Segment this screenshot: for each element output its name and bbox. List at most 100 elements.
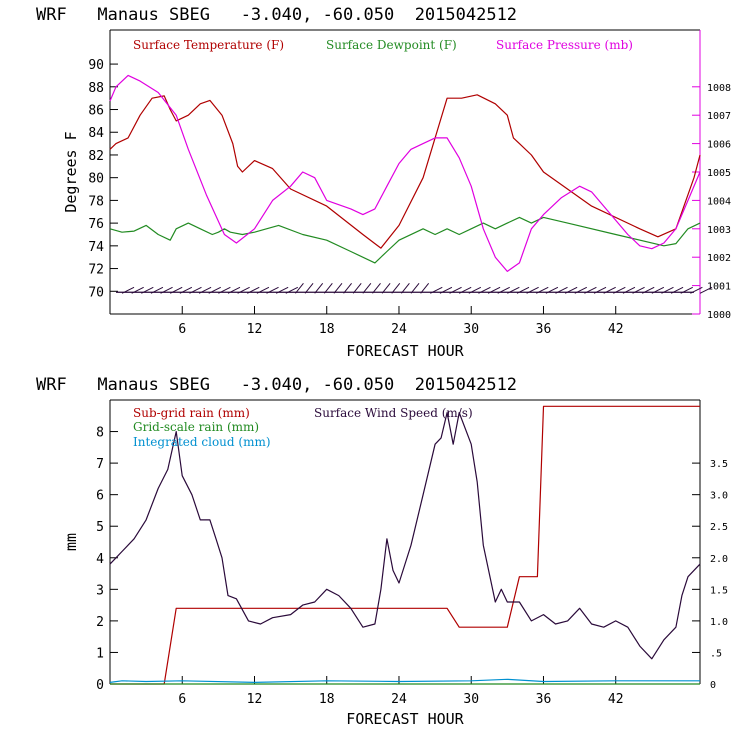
wind-barb bbox=[670, 286, 684, 294]
legend-surface-dewpoint: Surface Dewpoint (F) bbox=[326, 38, 457, 52]
wind-barb bbox=[285, 286, 299, 294]
right-y-tick-label: 1007 bbox=[707, 111, 731, 122]
wind-barb bbox=[189, 286, 202, 294]
wind-barb bbox=[372, 282, 381, 294]
bottom-chart-title: WRF Manaus SBEG -3.040, -60.050 20150425… bbox=[36, 375, 517, 395]
wind-barb bbox=[699, 286, 713, 294]
wind-barb bbox=[141, 286, 154, 294]
wind-barb bbox=[468, 286, 482, 294]
bottom-x-tick-label: 42 bbox=[608, 692, 624, 707]
right-y-tick-label: 1004 bbox=[707, 196, 731, 207]
top-y-tick-label: 70 bbox=[88, 285, 104, 300]
top-y-tick-label: 74 bbox=[88, 240, 104, 255]
wind-barb bbox=[179, 286, 193, 294]
bottom-axis-ticks: 6 12 18 24 30 36 420123456780.51.01.52.02.53.0… bbox=[96, 426, 728, 707]
top-x-tick-label: 30 bbox=[463, 322, 479, 337]
bottom-series-line-2 bbox=[109, 678, 700, 683]
wind-barb bbox=[198, 286, 212, 294]
bottom-series-lines bbox=[109, 405, 701, 685]
wind-barb bbox=[275, 286, 289, 294]
wind-barb bbox=[458, 286, 472, 294]
top-x-tick-label: 42 bbox=[608, 322, 624, 337]
wind-barb bbox=[555, 286, 568, 294]
wind-barb bbox=[131, 286, 144, 294]
wind-barb bbox=[584, 286, 597, 294]
right-y-tick-label: 1005 bbox=[707, 168, 731, 179]
right-y-tick-label: 3.0 bbox=[710, 491, 728, 502]
wind-barb bbox=[603, 286, 616, 294]
legend-subgrid-rain: Sub-grid rain (mm) bbox=[133, 406, 250, 420]
legend-surface-temperature: Surface Temperature (F) bbox=[133, 38, 284, 52]
right-y-tick-label: 2.5 bbox=[710, 522, 728, 533]
wind-barb bbox=[487, 286, 501, 294]
wind-barb bbox=[208, 286, 221, 294]
wind-barb bbox=[439, 286, 453, 294]
bottom-y-tick-label: 5 bbox=[96, 520, 104, 535]
top-x-tick-label: 36 bbox=[536, 322, 552, 337]
top-series-line-0 bbox=[109, 94, 701, 249]
top-x-tick-label: 6 bbox=[178, 322, 186, 337]
top-y-axis-label: Degrees F bbox=[62, 131, 80, 212]
wind-barb bbox=[333, 282, 343, 294]
right-y-tick-label: 1008 bbox=[707, 83, 731, 94]
wind-barb bbox=[227, 286, 241, 294]
wind-barb bbox=[536, 286, 549, 294]
wind-barb bbox=[680, 286, 693, 294]
top-y-tick-label: 86 bbox=[88, 104, 104, 119]
wind-barb bbox=[690, 286, 703, 294]
top-axis-ticks: 6 12 18 24 30 36 42 70 72 74 76 78 80 82 84 86 88 90 1000 1… bbox=[88, 58, 731, 337]
wind-barb bbox=[121, 286, 135, 294]
bottom-y-tick-label: 4 bbox=[96, 552, 104, 567]
bottom-x-tick-label: 24 bbox=[391, 692, 407, 707]
top-series-line-2 bbox=[109, 74, 701, 272]
wind-barb bbox=[478, 286, 491, 294]
right-y-tick-label: 1000 bbox=[707, 310, 731, 321]
legend-surface-pressure: Surface Pressure (mb) bbox=[496, 38, 633, 52]
top-x-tick-label: 24 bbox=[391, 322, 407, 337]
wind-barbs bbox=[116, 282, 713, 294]
top-y-tick-label: 80 bbox=[88, 172, 104, 187]
bottom-y-tick-label: 8 bbox=[96, 426, 104, 441]
wind-barb bbox=[391, 282, 401, 294]
bottom-y-tick-label: 0 bbox=[96, 678, 104, 693]
wind-barb bbox=[410, 282, 420, 294]
wind-barb bbox=[651, 286, 665, 294]
bottom-x-axis-label: FORECAST HOUR bbox=[346, 710, 464, 728]
top-chart-title: WRF Manaus SBEG -3.040, -60.050 20150425… bbox=[36, 5, 517, 25]
wind-barb bbox=[613, 286, 626, 294]
wind-barb bbox=[507, 286, 520, 294]
right-y-tick-label: 1002 bbox=[707, 253, 731, 264]
right-y-tick-label: 1.0 bbox=[710, 617, 728, 628]
bottom-x-tick-label: 30 bbox=[463, 692, 479, 707]
top-series-lines bbox=[109, 74, 701, 272]
right-y-tick-label: 1.5 bbox=[710, 585, 728, 596]
top-y-tick-label: 78 bbox=[88, 194, 104, 209]
wind-barb bbox=[304, 282, 314, 294]
top-x-tick-label: 12 bbox=[247, 322, 263, 337]
bottom-y-tick-label: 2 bbox=[96, 615, 104, 630]
legend-surface-wind-speed: Surface Wind Speed (m/s) bbox=[314, 406, 473, 420]
bottom-y-tick-label: 7 bbox=[96, 457, 104, 472]
right-y-tick-label: 1003 bbox=[707, 225, 731, 236]
wind-barb bbox=[352, 282, 362, 294]
wind-barb bbox=[266, 286, 279, 294]
right-y-tick-label: 1006 bbox=[707, 140, 731, 151]
top-series-line-1 bbox=[109, 216, 701, 264]
bottom-x-tick-label: 12 bbox=[247, 692, 263, 707]
right-y-tick-label: 3.5 bbox=[710, 459, 728, 470]
right-y-tick-label: 1001 bbox=[707, 282, 731, 293]
bottom-series-line-0 bbox=[110, 405, 700, 685]
wind-barb bbox=[247, 286, 260, 294]
wind-barb bbox=[430, 286, 443, 294]
wind-barb bbox=[622, 286, 636, 294]
wind-barb bbox=[641, 286, 655, 294]
bottom-x-tick-label: 18 bbox=[319, 692, 335, 707]
wind-barb bbox=[632, 286, 645, 294]
wind-barb bbox=[661, 286, 674, 294]
wind-barb bbox=[593, 286, 607, 294]
top-y-tick-label: 76 bbox=[88, 217, 104, 232]
wind-barb bbox=[169, 286, 183, 294]
wind-barb bbox=[314, 282, 324, 294]
